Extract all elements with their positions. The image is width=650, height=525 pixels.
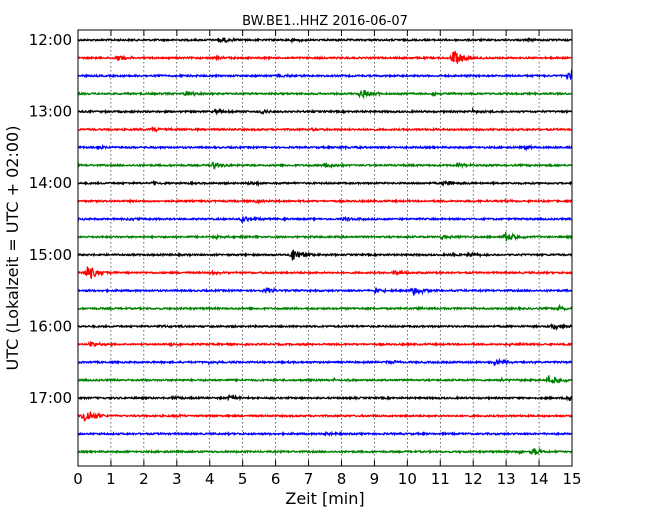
trace-line	[77, 179, 573, 188]
x-tick-label: 14	[530, 470, 549, 488]
trace-line	[77, 215, 573, 225]
trace-line	[77, 340, 573, 348]
x-tick-label: 5	[238, 470, 248, 488]
y-tick-label: 13:00	[29, 103, 72, 121]
trace-line	[77, 266, 573, 279]
x-tick-label: 4	[205, 470, 215, 488]
x-axis-label: Zeit [min]	[285, 489, 364, 508]
trace-line	[77, 36, 573, 44]
trace-line	[77, 375, 573, 384]
y-tick-label: 17:00	[29, 389, 72, 407]
trace-line	[77, 447, 573, 456]
trace-line	[77, 393, 573, 402]
y-tick-label: 14:00	[29, 174, 72, 192]
trace-line	[77, 232, 573, 242]
grid-layer	[110, 30, 540, 466]
x-tick-label: 15	[562, 470, 581, 488]
x-tick-label: 11	[431, 470, 450, 488]
trace-line	[77, 357, 573, 367]
trace-line	[77, 50, 573, 64]
x-tick-label: 12	[464, 470, 483, 488]
trace-line	[77, 198, 573, 205]
x-tick-label: 13	[497, 470, 516, 488]
trace-line	[77, 143, 573, 152]
x-tick-label: 10	[398, 470, 417, 488]
trace-line	[77, 106, 573, 116]
trace-line	[77, 69, 573, 81]
x-tick-label: 8	[337, 470, 347, 488]
y-tick-label: 12:00	[29, 31, 72, 49]
trace-line	[77, 249, 573, 261]
trace-line	[77, 323, 573, 331]
x-tick-label: 6	[271, 470, 281, 488]
trace-line	[77, 411, 573, 422]
trace-line	[77, 303, 573, 312]
trace-line	[77, 430, 573, 437]
y-tick-label: 15:00	[29, 246, 72, 264]
x-tick-label: 2	[139, 470, 149, 488]
trace-line	[77, 125, 573, 133]
plot-frame	[77, 29, 573, 467]
trace-line	[77, 286, 573, 296]
trace-line	[77, 161, 573, 171]
trace-line	[77, 89, 573, 100]
x-tick-label: 0	[73, 470, 83, 488]
x-tick-label: 7	[304, 470, 314, 488]
x-tick-label: 9	[370, 470, 380, 488]
trace-layer	[77, 36, 573, 456]
x-tick-label: 3	[172, 470, 182, 488]
tick-layer: 0 1 2 3 4 5 6 7 8 9 10 11 12 13 14 1512:0013:0014:0015:…	[29, 30, 582, 488]
x-tick-label: 1	[106, 470, 116, 488]
y-tick-label: 16:00	[29, 317, 72, 335]
y-axis-label: UTC (Lokalzeit = UTC + 02:00)	[3, 126, 22, 371]
chart-title: BW.BE1..HHZ 2016-06-07	[242, 14, 408, 29]
